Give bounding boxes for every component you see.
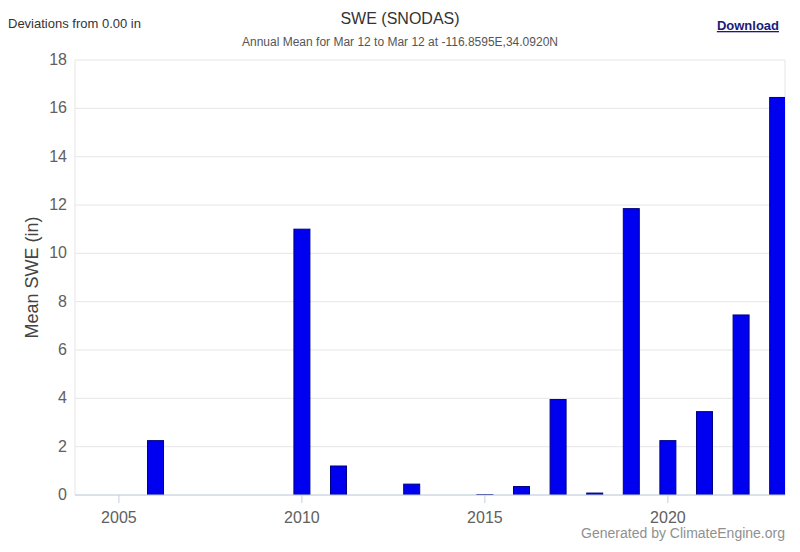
chart-container: 0 2 4 6 8 10 12 14 16 18 2005 2010 2015 2020 SWE (SNOD… <box>0 0 800 552</box>
grid-line <box>75 205 785 206</box>
y-axis-label: Mean SWE (in) <box>22 216 42 338</box>
subtitle: Annual Mean for Mar 12 to Mar 12 at -116… <box>242 35 558 49</box>
chart-svg: 0 2 4 6 8 10 12 14 16 18 2005 2010 2015 2020 SWE (SNOD… <box>0 0 800 552</box>
grid-line <box>75 495 785 496</box>
y-tick-label: 10 <box>49 244 67 261</box>
title: SWE (SNODAS) <box>340 10 459 27</box>
y-tick-label: 2 <box>58 438 67 455</box>
grid-line <box>75 398 785 399</box>
y-tick-label: 8 <box>58 293 67 310</box>
bar <box>660 441 676 495</box>
grid-line <box>75 301 785 302</box>
bar <box>550 400 566 495</box>
bar <box>696 412 712 495</box>
bar <box>513 487 529 495</box>
y-tick-label: 18 <box>49 51 67 68</box>
grid-line <box>75 350 785 351</box>
bar <box>623 209 639 495</box>
y-tick-label: 16 <box>49 99 67 116</box>
credit: Generated by ClimateEngine.org <box>581 525 785 541</box>
bar <box>294 229 310 495</box>
download-link[interactable]: Download <box>717 18 779 33</box>
x-tick <box>118 495 119 503</box>
x-tick-label: 2020 <box>650 509 686 526</box>
x-tick <box>667 495 668 503</box>
y-tick-label: 4 <box>58 389 67 406</box>
bar <box>331 466 347 495</box>
x-tick <box>484 495 485 503</box>
bar <box>404 484 420 495</box>
grid-line <box>75 446 785 447</box>
y-tick-label: 0 <box>58 486 67 503</box>
x-tick-label: 2015 <box>467 509 503 526</box>
y-tick-label: 12 <box>49 196 67 213</box>
bar <box>733 315 749 495</box>
grid-line <box>75 253 785 254</box>
bar <box>148 441 164 495</box>
grid-line <box>75 156 785 157</box>
grid-line <box>75 108 785 109</box>
y-axis-line <box>75 60 76 495</box>
y-tick-label: 14 <box>49 148 67 165</box>
x-tick <box>301 495 302 503</box>
deviation-note: Deviations from 0.00 in <box>8 16 141 31</box>
x-tick-label: 2005 <box>101 509 137 526</box>
x-axis-line <box>75 495 785 496</box>
bar <box>770 97 785 495</box>
y-tick-label: 6 <box>58 341 67 358</box>
x-tick-label: 2010 <box>284 509 320 526</box>
grid-line <box>75 60 785 61</box>
bars <box>148 97 785 495</box>
